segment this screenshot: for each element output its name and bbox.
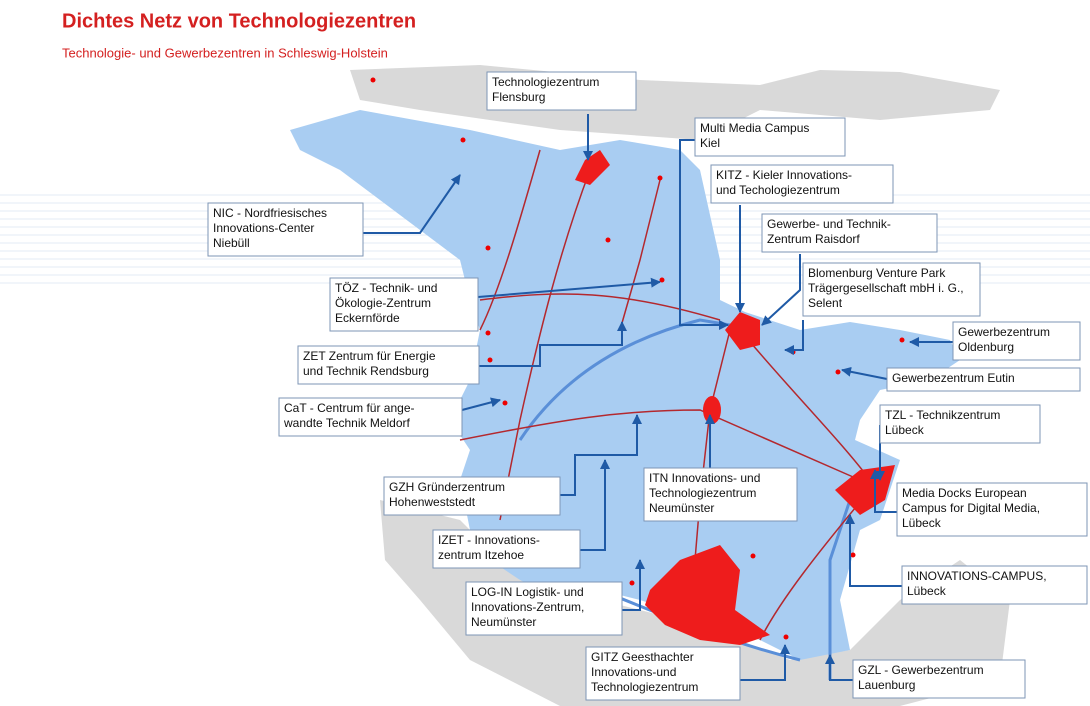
leader-arrow	[841, 366, 888, 380]
leader-arrow	[477, 277, 661, 298]
label-text: Lübeck	[885, 423, 925, 437]
label-text: IZET - Innovations-	[438, 533, 540, 547]
leader-arrow	[461, 397, 501, 411]
label-box	[694, 117, 846, 157]
label-text: Innovations-Center	[213, 221, 314, 235]
label-text: und Techologiezentrum	[716, 183, 840, 197]
label-text: NIC - Nordfriesisches	[213, 206, 327, 220]
label-text: Technologiezentrum	[492, 75, 599, 89]
label-text: und Technik Rendsburg	[303, 364, 429, 378]
location-dots	[370, 77, 905, 640]
leader-arrow	[679, 139, 729, 330]
label-text: Gewerbezentrum	[958, 325, 1050, 339]
label-text: Zentrum Raisdorf	[767, 232, 860, 246]
label-text: TÖZ - Technik- und	[335, 281, 437, 295]
label-text: Gewerbezentrum Eutin	[892, 371, 1015, 385]
label-text: GZL - Gewerbezentrum	[858, 663, 984, 677]
leader-arrow	[479, 321, 627, 367]
label-box	[802, 262, 981, 317]
label-text: Innovations-Zentrum,	[471, 600, 584, 614]
label-box	[901, 565, 1088, 605]
label-text: Lübeck	[902, 516, 942, 530]
label-box	[278, 397, 463, 437]
cities	[575, 150, 895, 645]
leader-arrow	[622, 559, 645, 611]
label-text: Gewerbe- und Technik-	[767, 217, 891, 231]
leader-arrow	[560, 414, 642, 496]
label-box	[486, 71, 637, 111]
label-box	[852, 659, 1026, 699]
label-text: Technologiezentrum	[649, 486, 756, 500]
label-text: Eckernförde	[335, 311, 400, 325]
label-box	[879, 404, 1041, 444]
label-box	[465, 581, 623, 636]
label-text: INNOVATIONS-CAMPUS,	[907, 569, 1047, 583]
label-text: LOG-IN Logistik- und	[471, 585, 584, 599]
label-text: Flensburg	[492, 90, 545, 104]
label-text: Selent	[808, 296, 843, 310]
label-text: GITZ Geesthachter	[591, 650, 694, 664]
label-box	[207, 202, 364, 257]
label-box	[896, 482, 1088, 537]
label-text: Ökologie-Zentrum	[335, 296, 431, 310]
label-box	[297, 345, 480, 385]
label-text: Campus for Digital Media,	[902, 501, 1040, 515]
leader-arrow	[740, 644, 790, 681]
label-text: Lauenburg	[858, 678, 915, 692]
label-text: TZL - Technikzentrum	[885, 408, 1000, 422]
label-text: Hohenweststedt	[389, 495, 476, 509]
subtitle: Technologie- und Gewerbezentren in Schle…	[62, 45, 388, 60]
leader-arrow	[825, 654, 853, 681]
label-text: Neumünster	[471, 615, 536, 629]
leader-arrow	[580, 459, 610, 551]
label-box	[761, 213, 938, 253]
label-text: KITZ - Kieler Innovations-	[716, 168, 852, 182]
label-text: Trägergesellschaft mbH i. G.,	[808, 281, 964, 295]
leader-arrow	[761, 254, 801, 326]
leader-arrow	[845, 514, 902, 587]
label-box	[643, 467, 798, 522]
label-box	[585, 646, 741, 701]
label-text: Oldenburg	[958, 340, 1014, 354]
label-text: Media Docks European	[902, 486, 1027, 500]
label-text: Innovations-und	[591, 665, 676, 679]
leader-arrow	[870, 469, 897, 513]
title: Dichtes Netz von Technologiezentren	[62, 10, 416, 32]
label-text: wandte Technik Meldorf	[283, 416, 411, 430]
label-box	[329, 277, 479, 332]
label-text: ITN Innovations- und	[649, 471, 760, 485]
label-box	[383, 476, 561, 516]
label-box	[432, 529, 581, 569]
leader-arrow	[784, 320, 804, 355]
label-text: GZH Gründerzentrum	[389, 480, 505, 494]
label-text: Neumünster	[649, 501, 714, 515]
label-text: Blomenburg Venture Park	[808, 266, 946, 280]
label-text: CaT - Centrum für ange-	[284, 401, 415, 415]
label-text: Technologiezentrum	[591, 680, 698, 694]
label-text: Multi Media Campus	[700, 121, 809, 135]
label-box	[886, 367, 1081, 392]
label-text: Kiel	[700, 136, 720, 150]
schleswig-holstein	[290, 110, 960, 660]
label-text: ZET Zentrum für Energie	[303, 349, 436, 363]
leader-arrow	[363, 174, 461, 234]
label-box	[710, 164, 894, 204]
label-text: zentrum Itzehoe	[438, 548, 524, 562]
label-text: Lübeck	[907, 584, 947, 598]
label-text: Niebüll	[213, 236, 250, 250]
label-box	[952, 321, 1081, 361]
